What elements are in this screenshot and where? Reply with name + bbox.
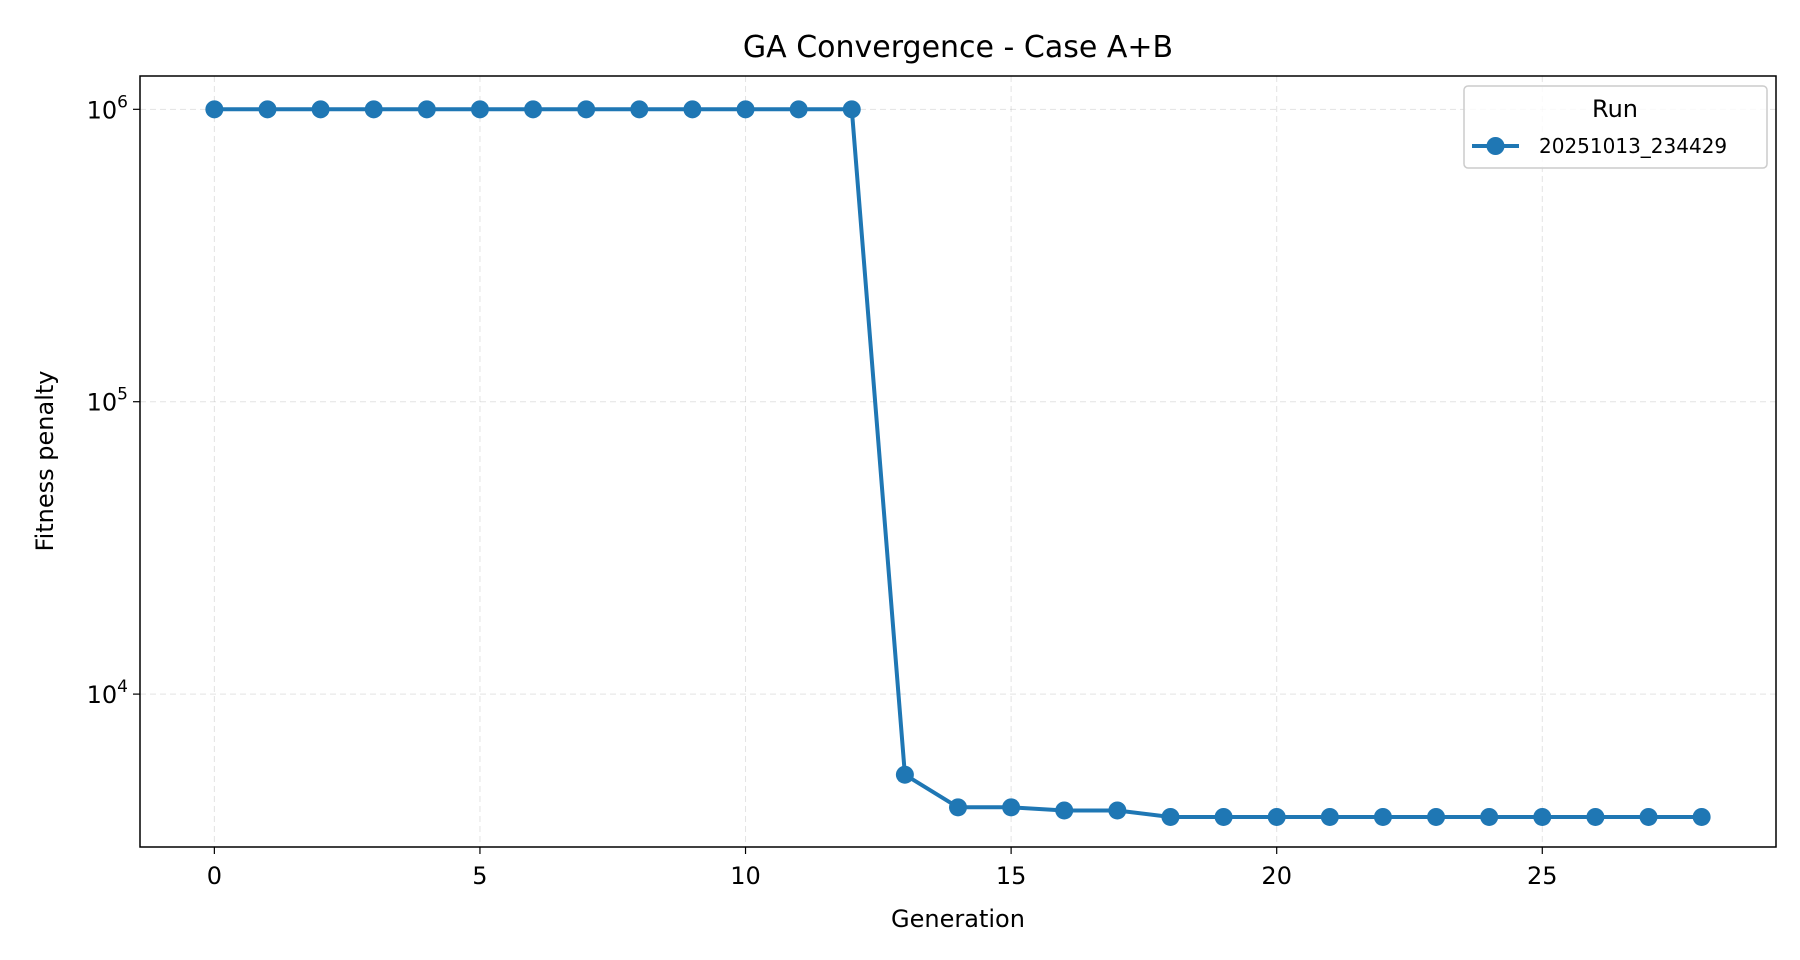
legend-entry-label: 20251013_234429 xyxy=(1539,134,1727,158)
x-tick-label: 25 xyxy=(1527,862,1558,890)
legend-box xyxy=(1463,85,1768,169)
data-point xyxy=(949,798,967,817)
x-tick-label: 15 xyxy=(996,862,1027,890)
data-point xyxy=(470,100,489,119)
x-tick-label: 10 xyxy=(730,862,761,890)
data-point xyxy=(1639,807,1658,826)
data-point xyxy=(1320,807,1339,826)
legend-title: Run xyxy=(1592,95,1638,123)
y-axis-ticks: 106 105 104 xyxy=(87,92,140,709)
legend: Run 20251013_234429 xyxy=(1463,85,1768,169)
data-point xyxy=(1108,801,1127,820)
x-tick-label: 5 xyxy=(472,862,487,890)
data-point xyxy=(205,100,224,119)
data-point xyxy=(1055,801,1074,820)
data-point xyxy=(258,100,277,119)
data-point xyxy=(1214,807,1233,826)
data-point xyxy=(630,100,649,119)
data-point xyxy=(417,100,436,119)
data-point xyxy=(895,765,914,784)
data-point xyxy=(1586,807,1605,826)
y-tick-label: 104 xyxy=(87,677,128,709)
x-tick-label: 0 xyxy=(207,862,222,890)
data-point xyxy=(1373,807,1392,826)
data-point xyxy=(683,100,702,119)
y-axis-label: Fitness penalty xyxy=(31,371,59,552)
data-point xyxy=(842,100,861,119)
data-point xyxy=(524,100,543,119)
legend-marker-swatch xyxy=(1486,137,1505,155)
data-point xyxy=(1161,807,1180,826)
data-point xyxy=(577,100,596,119)
data-point xyxy=(1267,807,1286,826)
data-point xyxy=(1002,798,1021,817)
x-axis-ticks: 0 5 10 15 20 25 xyxy=(207,847,1558,890)
x-axis-label: Generation xyxy=(891,905,1025,933)
data-point xyxy=(1692,807,1711,826)
data-point xyxy=(789,100,808,119)
axes-frame xyxy=(139,75,1777,848)
data-point xyxy=(364,100,383,119)
data-point xyxy=(1427,807,1446,826)
data-point xyxy=(1480,807,1499,826)
data-point xyxy=(736,100,755,119)
data-point xyxy=(311,100,330,119)
x-tick-label: 20 xyxy=(1261,862,1292,890)
y-tick-label: 105 xyxy=(87,385,128,417)
y-tick-label: 106 xyxy=(87,92,128,124)
chart-title: GA Convergence - Case A+B xyxy=(743,30,1173,65)
data-point xyxy=(1533,807,1552,826)
series-layer xyxy=(205,100,1711,826)
grid-layer xyxy=(140,76,1776,847)
